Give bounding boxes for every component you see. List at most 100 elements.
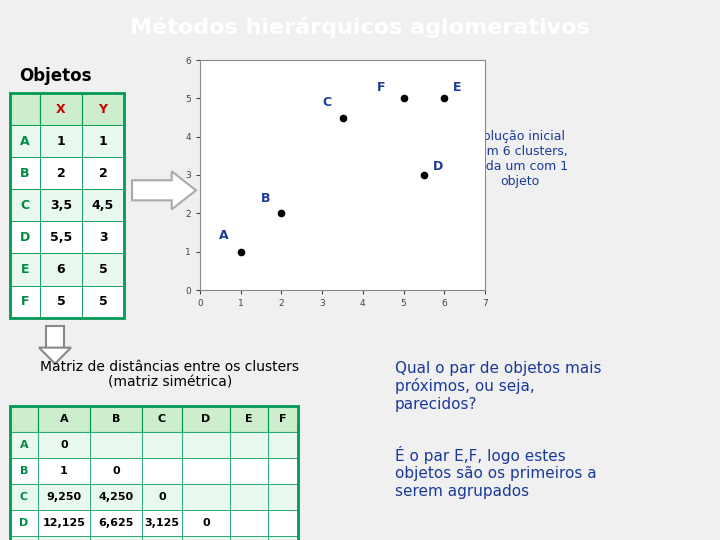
Text: 0: 0 <box>158 492 166 502</box>
Bar <box>10 406 298 540</box>
Text: É o par E,F, logo estes
objetos são os primeiros a
serem agrupados: É o par E,F, logo estes objetos são os p… <box>395 446 597 498</box>
Bar <box>268 406 298 432</box>
Text: A: A <box>19 440 28 450</box>
Text: B: B <box>20 466 28 476</box>
Bar <box>38 510 90 536</box>
Text: 2: 2 <box>57 167 66 180</box>
Bar <box>182 536 230 540</box>
Text: 6,625: 6,625 <box>99 518 134 528</box>
Bar <box>82 286 124 318</box>
Bar <box>10 286 40 318</box>
Bar <box>40 93 82 125</box>
Bar <box>10 432 38 458</box>
Text: F: F <box>279 414 287 424</box>
Text: 5,5: 5,5 <box>50 231 72 244</box>
Bar <box>268 510 298 536</box>
Text: Qual o par de objetos mais
próximos, ou seja,
parecidos?: Qual o par de objetos mais próximos, ou … <box>395 361 601 411</box>
Text: D: D <box>202 414 211 424</box>
Text: 4,250: 4,250 <box>99 492 134 502</box>
Bar <box>82 157 124 190</box>
Bar <box>90 432 142 458</box>
Bar <box>230 458 268 484</box>
Bar <box>182 510 230 536</box>
Bar <box>10 536 38 540</box>
Text: C: C <box>322 96 331 109</box>
Bar <box>40 286 82 318</box>
Bar <box>230 536 268 540</box>
Bar <box>38 432 90 458</box>
Bar <box>10 406 38 432</box>
Text: E: E <box>21 263 30 276</box>
Text: 0: 0 <box>112 466 120 476</box>
Text: 5: 5 <box>57 295 66 308</box>
Text: E: E <box>246 414 253 424</box>
Bar <box>182 406 230 432</box>
Bar <box>46 326 64 348</box>
Text: 6: 6 <box>57 263 66 276</box>
Text: D: D <box>433 160 443 173</box>
Text: Métodos hierárquicos aglomerativos: Métodos hierárquicos aglomerativos <box>130 17 590 38</box>
Bar <box>90 406 142 432</box>
Bar <box>10 510 38 536</box>
Text: 3,125: 3,125 <box>145 518 179 528</box>
Bar <box>142 458 182 484</box>
Bar <box>142 406 182 432</box>
Bar <box>10 253 40 286</box>
Bar <box>142 484 182 510</box>
Bar <box>82 125 124 157</box>
Text: F: F <box>377 81 385 94</box>
Text: Solução inicial
com 6 clusters,
cada um com 1
objeto: Solução inicial com 6 clusters, cada um … <box>472 130 569 188</box>
Bar <box>10 221 40 253</box>
Bar <box>90 484 142 510</box>
Text: 4,5: 4,5 <box>92 199 114 212</box>
Polygon shape <box>132 171 196 210</box>
Text: 1: 1 <box>57 135 66 148</box>
Bar <box>38 458 90 484</box>
Text: 0: 0 <box>60 440 68 450</box>
Bar <box>40 253 82 286</box>
Bar <box>230 432 268 458</box>
Bar <box>268 458 298 484</box>
Text: A: A <box>219 229 228 242</box>
Bar <box>38 536 90 540</box>
Bar <box>10 125 40 157</box>
Bar <box>10 93 124 318</box>
Text: 12,125: 12,125 <box>42 518 86 528</box>
Bar <box>40 125 82 157</box>
Bar <box>82 221 124 253</box>
Bar <box>10 157 40 190</box>
Bar <box>230 510 268 536</box>
Bar <box>268 432 298 458</box>
Bar <box>82 93 124 125</box>
Bar <box>182 432 230 458</box>
Text: C: C <box>20 492 28 502</box>
Text: D: D <box>19 518 29 528</box>
Text: Y: Y <box>99 103 107 116</box>
Text: 2: 2 <box>99 167 107 180</box>
Text: A: A <box>60 414 68 424</box>
Text: B: B <box>112 414 120 424</box>
Bar <box>90 510 142 536</box>
Bar <box>10 93 40 125</box>
Bar <box>38 484 90 510</box>
Text: Matriz de distâncias entre os clusters: Matriz de distâncias entre os clusters <box>40 360 300 374</box>
Bar <box>10 190 40 221</box>
Bar <box>40 190 82 221</box>
Text: 1: 1 <box>99 135 107 148</box>
Text: F: F <box>21 295 30 308</box>
Bar <box>142 536 182 540</box>
Text: C: C <box>20 199 30 212</box>
Bar <box>10 458 38 484</box>
Text: 5: 5 <box>99 263 107 276</box>
Bar <box>40 221 82 253</box>
Bar <box>230 484 268 510</box>
Text: D: D <box>20 231 30 244</box>
Bar <box>182 458 230 484</box>
Text: E: E <box>452 81 461 94</box>
Text: 1: 1 <box>60 466 68 476</box>
Text: 3: 3 <box>99 231 107 244</box>
Polygon shape <box>39 348 71 363</box>
Text: X: X <box>56 103 66 116</box>
Bar <box>10 484 38 510</box>
Bar <box>268 536 298 540</box>
